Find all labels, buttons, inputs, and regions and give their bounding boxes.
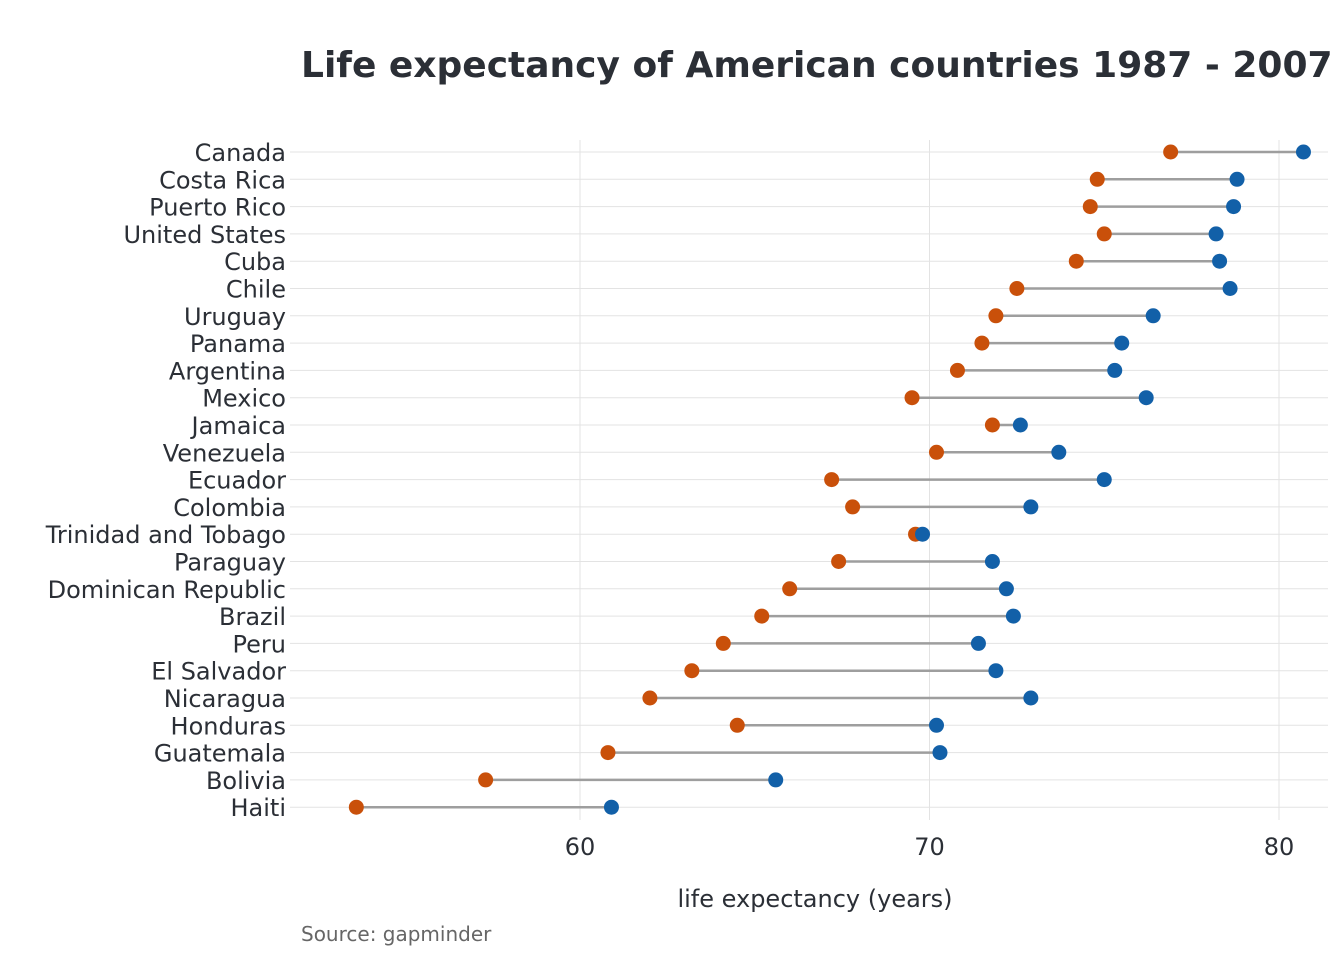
point-end-cuba <box>1212 253 1228 269</box>
category-label-chile: Chile <box>226 276 286 304</box>
point-start-colombia <box>845 499 861 515</box>
point-start-panama <box>974 335 990 351</box>
point-start-canada <box>1163 144 1179 160</box>
x-tick-label-60: 60 <box>565 833 596 861</box>
point-start-uruguay <box>988 308 1004 324</box>
category-label-jamaica: Jamaica <box>190 412 286 440</box>
category-label-haiti: Haiti <box>231 794 287 822</box>
point-start-nicaragua <box>642 690 658 706</box>
category-label-cuba: Cuba <box>224 248 286 276</box>
point-end-bolivia <box>768 772 784 788</box>
point-start-puerto-rico <box>1082 199 1098 215</box>
point-end-el-salvador <box>988 663 1004 679</box>
category-label-dominican-republic: Dominican Republic <box>48 576 286 604</box>
point-start-bolivia <box>478 772 494 788</box>
point-start-mexico <box>904 390 920 406</box>
point-end-dominican-republic <box>998 581 1014 597</box>
point-end-honduras <box>928 717 944 733</box>
category-label-canada: Canada <box>195 139 286 167</box>
category-label-nicaragua: Nicaragua <box>164 685 286 713</box>
point-start-dominican-republic <box>782 581 798 597</box>
point-end-ecuador <box>1096 472 1112 488</box>
x-tick-labels: 60 70 80 <box>565 833 1295 861</box>
category-label-bolivia: Bolivia <box>206 767 286 795</box>
x-tick-label-70: 70 <box>914 833 945 861</box>
category-label-guatemala: Guatemala <box>154 740 286 768</box>
point-start-brazil <box>754 608 770 624</box>
category-label-costa-rica: Costa Rica <box>159 166 286 194</box>
data-points <box>348 144 1311 815</box>
point-end-puerto-rico <box>1226 199 1242 215</box>
category-label-mexico: Mexico <box>202 385 286 413</box>
category-label-uruguay: Uruguay <box>184 303 286 331</box>
category-label-peru: Peru <box>233 630 286 658</box>
point-start-chile <box>1009 281 1025 296</box>
point-end-uruguay <box>1145 308 1161 324</box>
category-label-el-salvador: El Salvador <box>151 658 286 686</box>
point-end-panama <box>1114 335 1130 351</box>
category-label-honduras: Honduras <box>171 712 286 740</box>
point-end-canada <box>1295 144 1311 160</box>
point-start-guatemala <box>600 745 616 761</box>
point-start-argentina <box>949 362 965 378</box>
category-label-ecuador: Ecuador <box>188 467 286 495</box>
point-end-chile <box>1222 281 1238 296</box>
point-end-paraguay <box>984 554 1000 569</box>
point-start-costa-rica <box>1089 171 1105 187</box>
chart-caption: Source: gapminder <box>301 922 492 946</box>
category-label-united-states: United States <box>123 221 286 249</box>
point-start-peru <box>715 635 731 651</box>
category-label-brazil: Brazil <box>219 603 286 631</box>
point-end-mexico <box>1138 390 1154 406</box>
point-end-venezuela <box>1051 444 1067 460</box>
point-end-costa-rica <box>1229 171 1245 187</box>
point-end-jamaica <box>1012 417 1028 433</box>
point-start-paraguay <box>831 554 847 569</box>
point-start-united-states <box>1096 226 1112 242</box>
point-start-jamaica <box>984 417 1000 433</box>
category-label-paraguay: Paraguay <box>174 549 286 577</box>
point-start-cuba <box>1068 253 1084 269</box>
point-start-honduras <box>729 717 745 733</box>
category-label-puerto-rico: Puerto Rico <box>149 194 286 222</box>
point-end-trinidad-and-tobago <box>915 526 931 542</box>
point-end-colombia <box>1023 499 1039 515</box>
chart-title: Life expectancy of American countries 19… <box>301 45 1333 86</box>
point-end-haiti <box>603 799 619 815</box>
x-axis-label: life expectancy (years) <box>677 885 952 913</box>
point-end-nicaragua <box>1023 690 1039 706</box>
point-start-venezuela <box>928 444 944 460</box>
category-label-colombia: Colombia <box>173 494 286 522</box>
x-tick-label-80: 80 <box>1264 833 1295 861</box>
grid-lines <box>290 140 1328 820</box>
category-label-trinidad-and-tobago: Trinidad and Tobago <box>45 521 286 549</box>
point-start-haiti <box>348 799 364 815</box>
point-end-united-states <box>1208 226 1224 242</box>
category-label-venezuela: Venezuela <box>163 439 286 467</box>
point-end-brazil <box>1005 608 1021 624</box>
point-end-peru <box>970 635 986 651</box>
point-start-ecuador <box>824 472 840 488</box>
point-end-guatemala <box>932 745 948 761</box>
category-label-argentina: Argentina <box>169 357 286 385</box>
point-start-el-salvador <box>684 663 700 679</box>
point-end-argentina <box>1107 362 1123 378</box>
category-label-panama: Panama <box>190 330 286 358</box>
